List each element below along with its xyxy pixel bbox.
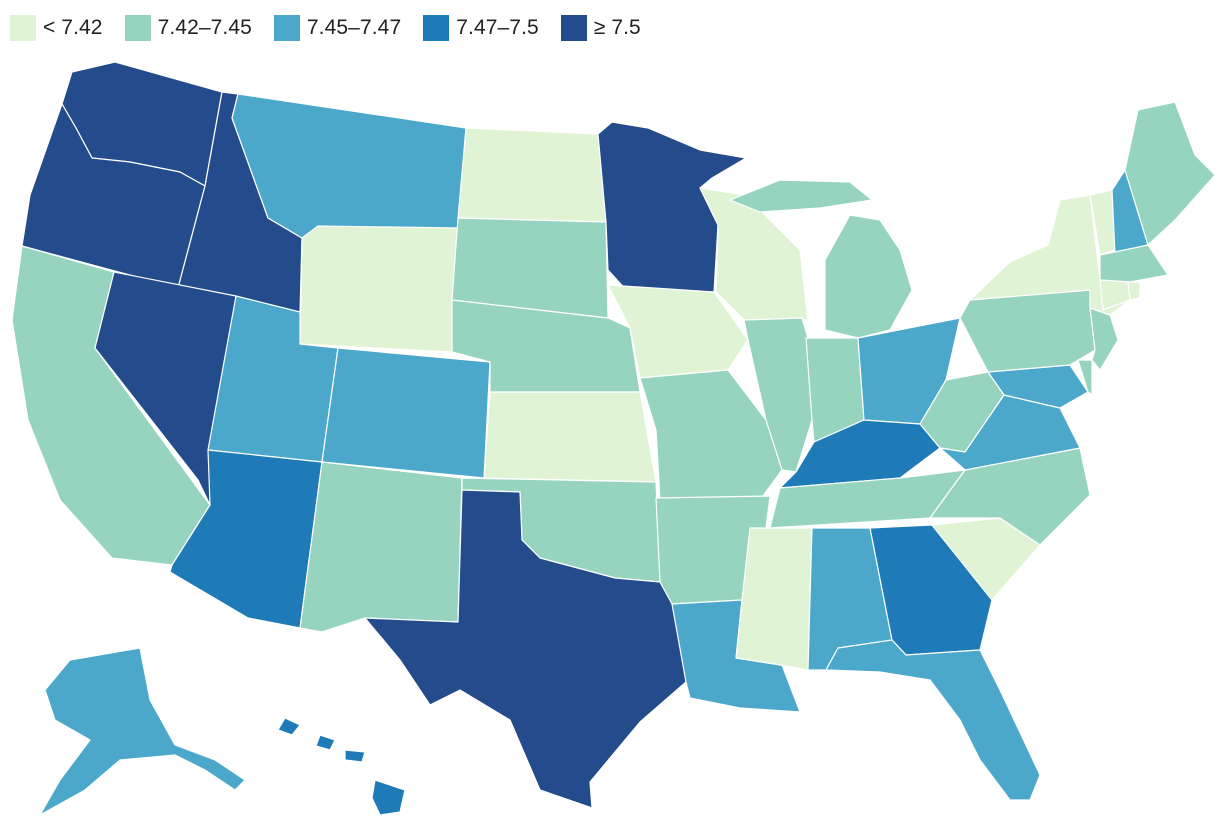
state-ct[interactable]	[1099, 279, 1131, 311]
legend-label-3: 7.45–7.47	[306, 16, 402, 39]
legend-label-5: ≥ 7.5	[593, 16, 641, 39]
state-mi-upper[interactable]	[729, 179, 873, 213]
state-pa[interactable]	[947, 289, 1096, 373]
state-nd[interactable]	[457, 127, 607, 223]
state-ri[interactable]	[1127, 281, 1141, 301]
state-ma[interactable]	[1099, 244, 1169, 283]
state-tx[interactable]	[364, 489, 687, 809]
state-me[interactable]	[1124, 101, 1216, 246]
state-nm[interactable]	[299, 461, 463, 633]
state-wy[interactable]	[299, 225, 459, 353]
legend-item-5: ≥ 7.5	[560, 15, 641, 41]
state-nj[interactable]	[1089, 307, 1119, 371]
state-nv[interactable]	[94, 271, 237, 506]
legend-label-1: < 7.42	[43, 16, 103, 39]
legend-item-1: < 7.42	[10, 15, 103, 41]
legend-item-2: 7.42–7.45	[124, 15, 252, 41]
state-fl[interactable]	[825, 639, 1041, 801]
map-legend: < 7.42 7.42–7.45 7.45–7.47 7.47–7.5 ≥ 7.…	[10, 13, 641, 43]
state-or[interactable]	[21, 103, 206, 289]
state-ms[interactable]	[735, 527, 813, 671]
state-az[interactable]	[169, 449, 323, 629]
state-co[interactable]	[321, 347, 491, 479]
legend-swatch-5	[560, 15, 587, 41]
legend-swatch-1	[10, 15, 36, 41]
state-ak[interactable]	[39, 647, 246, 816]
state-mo[interactable]	[639, 369, 783, 501]
state-ks[interactable]	[483, 391, 657, 483]
legend-item-3: 7.45–7.47	[273, 15, 402, 41]
legend-label-2: 7.42–7.45	[157, 16, 252, 39]
legend-swatch-2	[124, 15, 151, 41]
state-mt[interactable]	[231, 93, 467, 239]
state-mi[interactable]	[824, 214, 913, 339]
state-hi[interactable]	[277, 717, 406, 816]
legend-swatch-4	[423, 15, 450, 41]
state-de[interactable]	[1077, 359, 1093, 396]
legend-label-4: 7.47–7.5	[456, 16, 539, 39]
legend-swatch-3	[273, 15, 300, 41]
legend-item-4: 7.47–7.5	[423, 15, 539, 41]
